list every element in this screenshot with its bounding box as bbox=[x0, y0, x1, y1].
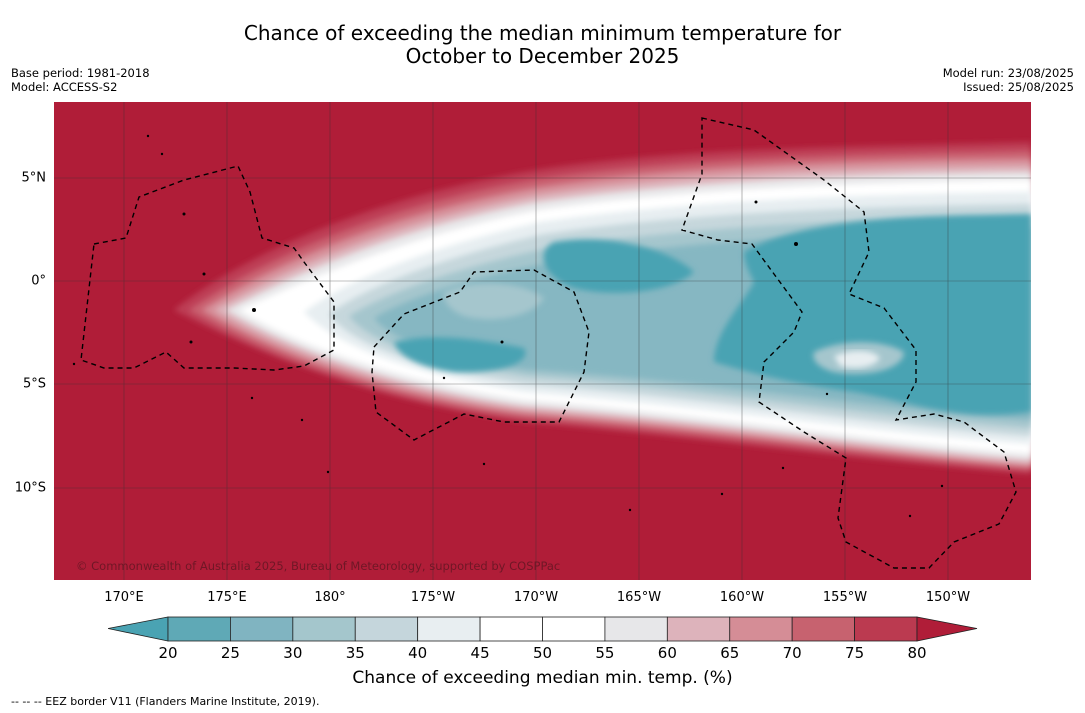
colorbar-over-arrow bbox=[916, 616, 978, 642]
lon-label-175w: 175°W bbox=[410, 590, 456, 605]
lat-label-10s: 10°S bbox=[14, 480, 46, 496]
eez-legend: -- -- -- EEZ border V11 (Flanders Marine… bbox=[11, 695, 320, 708]
colorbar-cell bbox=[604, 616, 668, 642]
colorbar-under-arrow bbox=[107, 616, 169, 642]
colorbar-tick-label: 70 bbox=[782, 644, 802, 662]
colorbar-svg bbox=[107, 616, 978, 642]
colorbar-cells bbox=[167, 616, 918, 642]
meta-left: Base period: 1981-2018 Model: ACCESS-S2 bbox=[11, 66, 150, 94]
lat-label-0: 0° bbox=[31, 273, 46, 289]
title-line-2: October to December 2025 bbox=[405, 44, 680, 68]
lon-label-155w: 155°W bbox=[822, 590, 868, 605]
colorbar-cell bbox=[292, 616, 356, 642]
colorbar-tick-label: 60 bbox=[657, 644, 677, 662]
graticule bbox=[54, 102, 1031, 580]
eez-phoenix bbox=[371, 269, 590, 441]
lon-label-165w: 165°W bbox=[616, 590, 662, 605]
colorbar-tick-label: 80 bbox=[907, 644, 927, 662]
colorbar-tick-label: 30 bbox=[283, 644, 303, 662]
model-name: Model: ACCESS-S2 bbox=[11, 80, 118, 94]
island-specks bbox=[72, 134, 944, 518]
model-run: Model run: 23/08/2025 bbox=[942, 66, 1074, 80]
colorbar-cell bbox=[542, 616, 606, 642]
colorbar-cell bbox=[230, 616, 294, 642]
colorbar-tick-label: 40 bbox=[408, 644, 428, 662]
colorbar-cell bbox=[854, 616, 918, 642]
colorbar-tick-label: 75 bbox=[845, 644, 865, 662]
lon-label-170w: 170°W bbox=[513, 590, 559, 605]
issued-date: Issued: 25/08/2025 bbox=[963, 80, 1074, 94]
meta-right: Model run: 23/08/2025 Issued: 25/08/2025 bbox=[943, 66, 1074, 94]
eez-kiribati-gilbert bbox=[80, 165, 335, 371]
eez-line-islands bbox=[681, 117, 1017, 569]
forecast-map: © Commonwealth of Australia 2025, Bureau… bbox=[54, 102, 1031, 580]
lon-label-175e: 175°E bbox=[207, 590, 247, 605]
lat-label-5s: 5°S bbox=[22, 376, 46, 392]
colorbar-tick-label: 35 bbox=[345, 644, 365, 662]
colorbar-cell bbox=[729, 616, 793, 642]
lon-label-160w: 160°W bbox=[719, 590, 765, 605]
colorbar-tick-label: 55 bbox=[595, 644, 615, 662]
colorbar-cell bbox=[791, 616, 855, 642]
colorbar-cell bbox=[167, 616, 231, 642]
band-40-spot bbox=[834, 350, 880, 368]
colorbar bbox=[107, 615, 978, 647]
base-period: Base period: 1981-2018 bbox=[11, 66, 150, 80]
colorbar-label: Chance of exceeding median min. temp. (%… bbox=[352, 668, 733, 688]
colorbar-cell bbox=[479, 616, 543, 642]
colorbar-tick-label: 25 bbox=[220, 644, 240, 662]
map-title: Chance of exceeding the median minimum t… bbox=[0, 22, 1085, 68]
colorbar-cell bbox=[417, 616, 481, 642]
colorbar-tick-label: 45 bbox=[470, 644, 490, 662]
title-line-1: Chance of exceeding the median minimum t… bbox=[243, 21, 842, 45]
lon-label-170e: 170°E bbox=[104, 590, 144, 605]
colorbar-tick-label: 50 bbox=[532, 644, 553, 662]
colorbar-cell bbox=[666, 616, 731, 642]
copyright-notice: © Commonwealth of Australia 2025, Bureau… bbox=[76, 559, 561, 573]
eez-borders bbox=[80, 117, 1017, 569]
lon-label-180: 180° bbox=[314, 590, 346, 605]
colorbar-tick-label: 65 bbox=[720, 644, 740, 662]
lon-label-150w: 150°W bbox=[925, 590, 971, 605]
map-canvas bbox=[54, 102, 1031, 580]
colorbar-tick-label: 20 bbox=[158, 644, 178, 662]
lat-label-5n: 5°N bbox=[21, 170, 47, 186]
colorbar-cell bbox=[354, 616, 419, 642]
